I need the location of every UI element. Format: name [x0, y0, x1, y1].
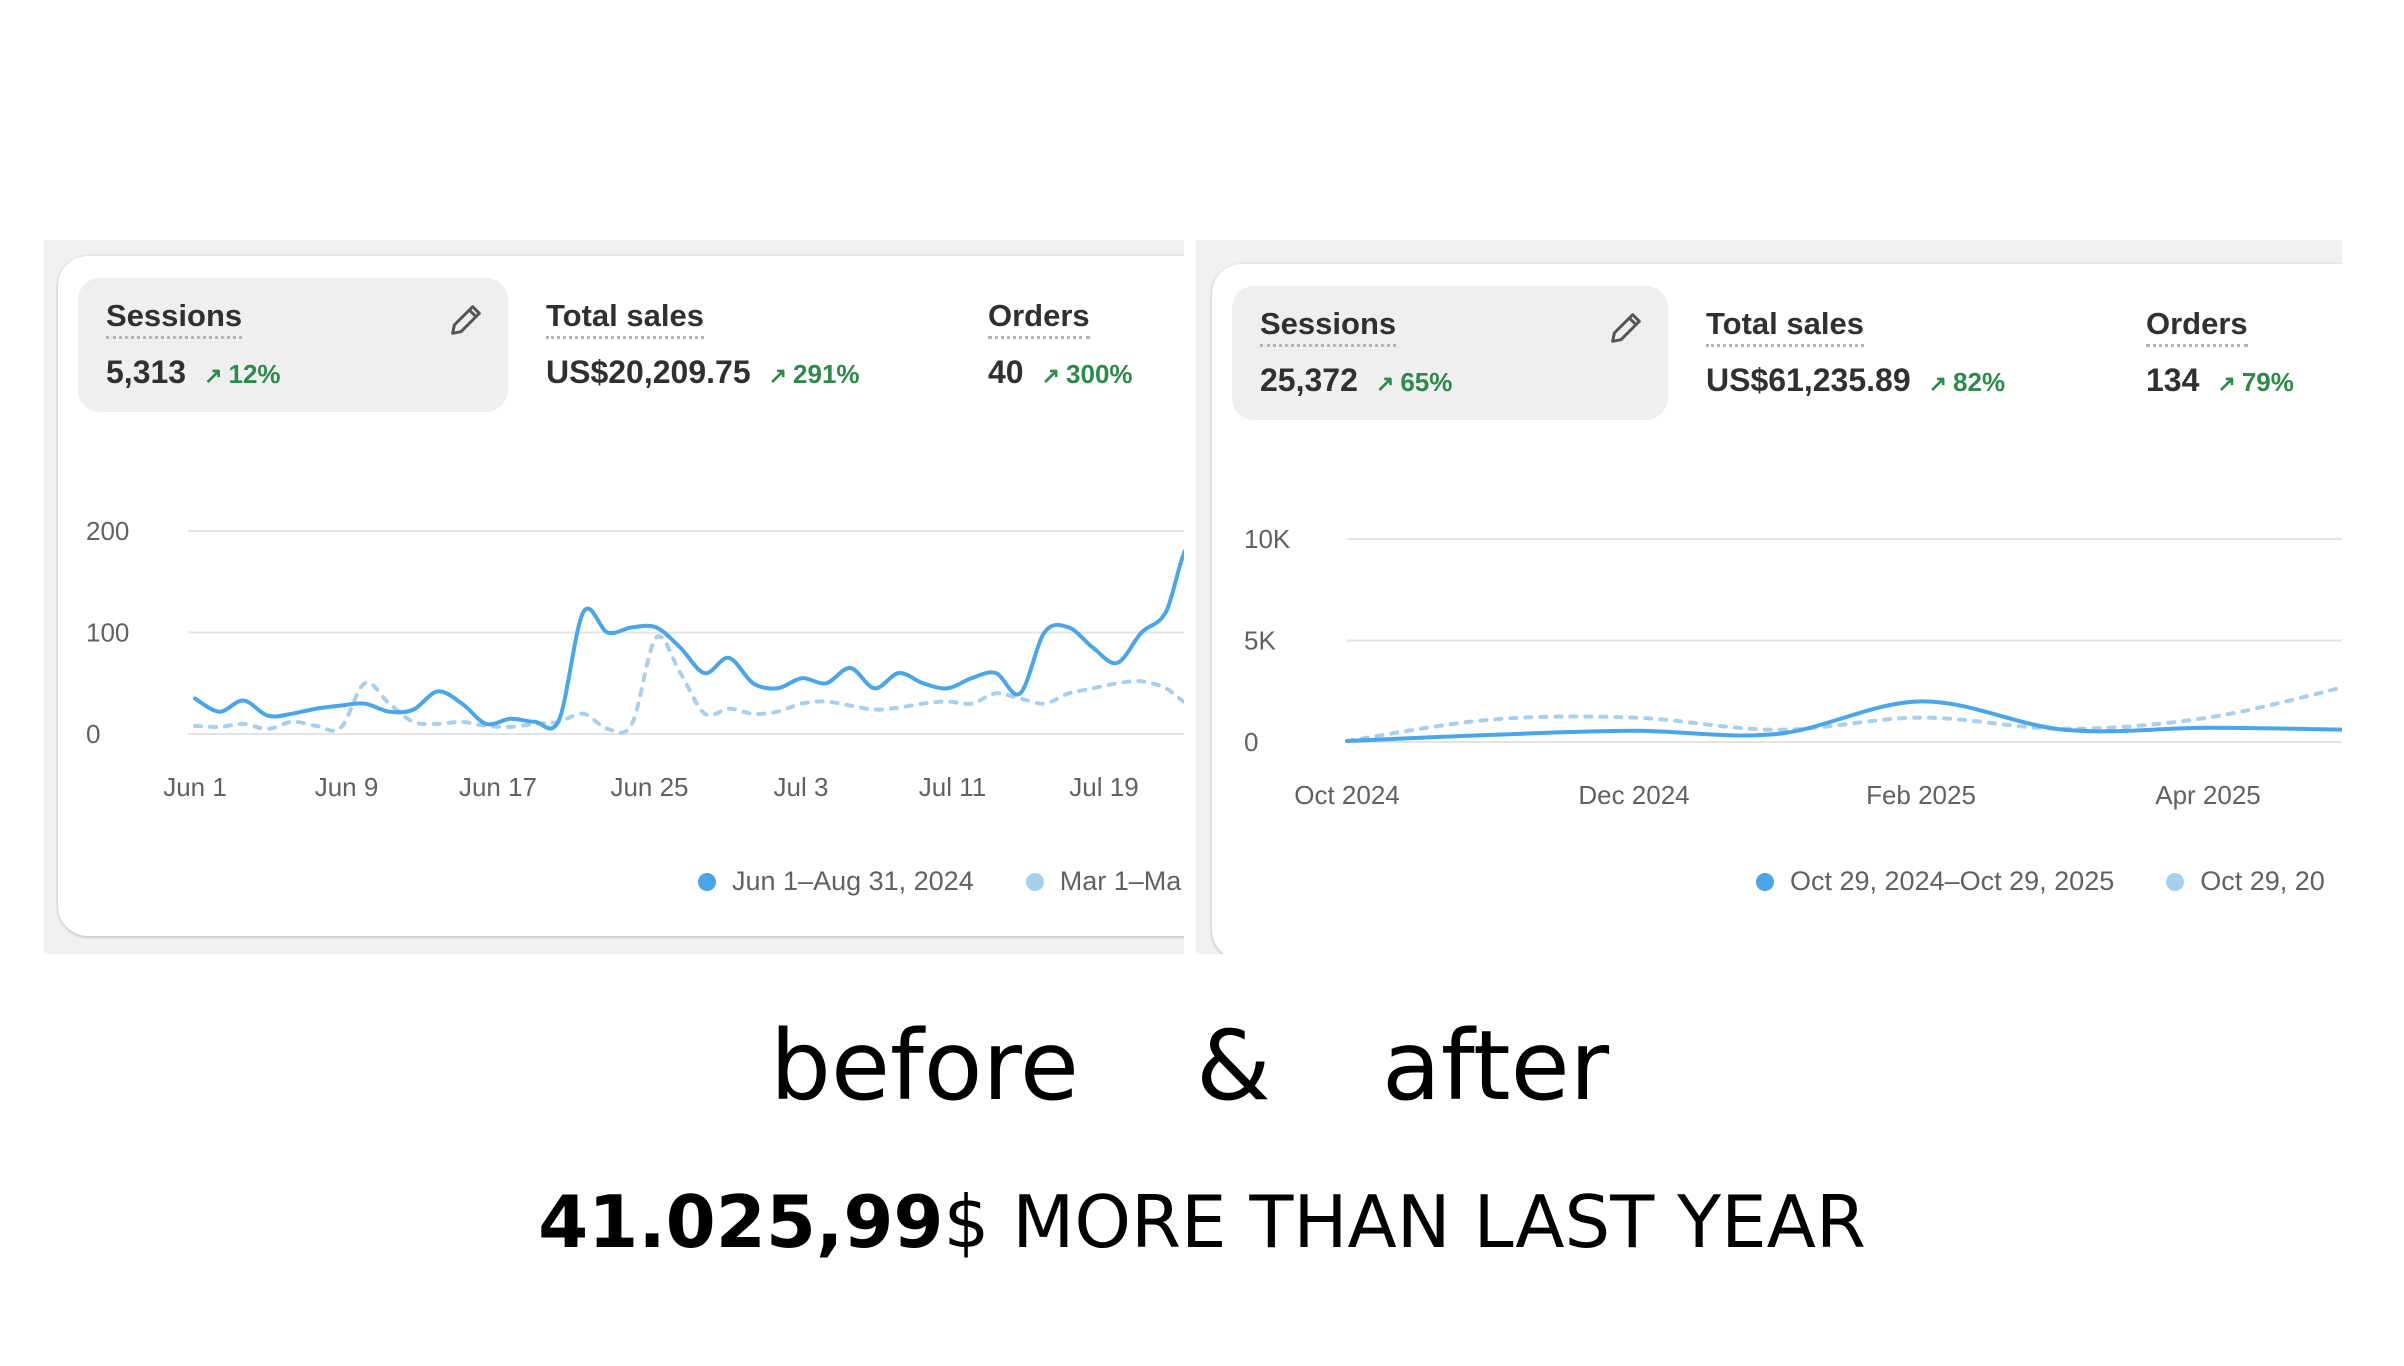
change-value: 65%	[1400, 367, 1453, 397]
arrow-up-right-icon: ↗	[204, 363, 223, 388]
x-tick-label: Oct 2024	[1294, 780, 1400, 810]
metric-change: ↗ 300%	[1042, 359, 1133, 390]
before-screenshot: Sessions 5,313 ↗ 12% Total sales US$20,20…	[44, 240, 1184, 954]
metric-total-sales[interactable]: Total sales US$20,209.75 ↗ 291%	[518, 278, 948, 412]
metric-label: Sessions	[106, 298, 243, 339]
metric-change: ↗ 79%	[2217, 367, 2293, 398]
analytics-card: Sessions 5,313 ↗ 12% Total sales US$20,20…	[58, 256, 1184, 936]
metric-value: US$20,209.75	[546, 354, 751, 390]
metric-value: 25,372	[1260, 362, 1358, 398]
y-tick-label: 0	[86, 719, 100, 749]
after-screenshot: Sessions 25,372 ↗ 65% Total sales US$61,2…	[1196, 240, 2342, 954]
y-tick-label: 200	[86, 516, 129, 546]
legend-item: Oct 29, 2024–Oct 29, 2025	[1756, 866, 2114, 897]
x-tick-label: Jun 9	[315, 772, 379, 802]
legend-label: Mar 1–Ma	[1059, 866, 1182, 896]
metric-label: Total sales	[1706, 306, 1864, 347]
headline: 41.025,99$ MORE THAN LAST YEAR	[0, 1180, 2404, 1264]
metric-label: Orders	[2146, 306, 2248, 347]
x-tick-label: Jul 11	[919, 772, 986, 802]
change-value: 300%	[1066, 359, 1133, 389]
x-tick-label: Jun 17	[459, 772, 537, 802]
pencil-icon[interactable]	[1606, 308, 1646, 348]
metric-orders[interactable]: Orders 134 ↗ 79%	[2118, 286, 2342, 420]
legend-dot-icon	[1756, 872, 1774, 891]
change-value: 291%	[793, 359, 860, 389]
metric-value: 5,313	[106, 354, 187, 390]
legend-label: Jun 1–Aug 31, 2024	[732, 866, 974, 896]
series-line-1	[1345, 685, 2342, 743]
metric-value: US$61,235.89	[1706, 362, 1911, 398]
legend-label: Oct 29, 2024–Oct 29, 2025	[1790, 866, 2115, 896]
metric-total-sales[interactable]: Total sales US$61,235.89 ↗ 82%	[1678, 286, 2108, 420]
sessions-chart-after: 0 5K 10K Oct 2024 Dec 2024 Feb 2025 Apr 2025	[1244, 524, 2342, 810]
legend-item: Jun 1–Aug 31, 2024	[698, 866, 974, 897]
pencil-icon[interactable]	[446, 300, 486, 340]
metric-value: 134	[2146, 362, 2200, 398]
change-value: 12%	[228, 359, 281, 389]
chart-legend: Jun 1–Aug 31, 2024 Mar 1–Ma	[698, 866, 1184, 897]
metric-label: Sessions	[1260, 306, 1397, 347]
y-tick-label: 5K	[1244, 626, 1276, 656]
arrow-up-right-icon: ↗	[1928, 371, 1948, 396]
metric-sessions[interactable]: Sessions 25,372 ↗ 65%	[1232, 286, 1668, 420]
caption: before & after	[0, 1010, 2404, 1130]
legend-item: Mar 1–Ma	[1025, 866, 1182, 897]
metric-orders[interactable]: Orders 40 ↗ 300%	[960, 278, 1184, 412]
y-tick-label: 10K	[1244, 524, 1291, 554]
legend-dot-icon	[1025, 872, 1044, 891]
series-line-0	[1345, 699, 2342, 743]
change-value: 82%	[1953, 367, 2006, 397]
x-tick-label: Jul 3	[774, 772, 829, 802]
metric-change: ↗ 291%	[769, 359, 860, 390]
x-tick-label: Dec 2024	[1578, 780, 1689, 810]
series-line-0	[193, 548, 1184, 731]
caption-before: before	[770, 1010, 1079, 1122]
x-tick-label: Apr 2025	[2155, 780, 2261, 810]
metric-sessions[interactable]: Sessions 5,313 ↗ 12%	[78, 278, 508, 412]
arrow-up-right-icon: ↗	[2217, 371, 2236, 396]
series-line-1	[193, 634, 1184, 735]
x-tick-label: Feb 2025	[1866, 780, 1976, 810]
y-tick-label: 100	[86, 618, 129, 648]
x-tick-label: Jul 19	[1069, 772, 1138, 802]
y-tick-label: 0	[1244, 727, 1258, 757]
legend-dot-icon	[2166, 872, 2185, 891]
change-value: 79%	[2241, 367, 2294, 397]
chart-legend: Oct 29, 2024–Oct 29, 2025 Oct 29, 20	[1756, 866, 2342, 897]
legend-label: Oct 29, 20	[2200, 866, 2325, 896]
headline-text: $ MORE THAN LAST YEAR	[943, 1180, 1866, 1264]
caption-after: after	[1382, 1010, 1610, 1122]
sessions-chart-before: 0 100 200 Jun 1 Jun 9 Jun 17 Jun 25 Jul 3 Jul 11…	[86, 516, 1184, 802]
arrow-up-right-icon: ↗	[1375, 371, 1395, 396]
headline-amount: 41.025,99	[538, 1180, 944, 1264]
caption-ampersand: &	[1196, 1010, 1271, 1122]
metric-label: Total sales	[546, 298, 704, 339]
metric-change: ↗ 65%	[1376, 367, 1452, 398]
legend-dot-icon	[698, 872, 716, 891]
x-tick-label: Jun 1	[163, 772, 227, 802]
metric-change: ↗ 82%	[1929, 367, 2005, 398]
arrow-up-right-icon: ↗	[768, 363, 788, 388]
metric-value: 40	[988, 354, 1024, 390]
x-tick-label: Jun 25	[610, 772, 688, 802]
analytics-card: Sessions 25,372 ↗ 65% Total sales US$61,2…	[1212, 264, 2342, 954]
arrow-up-right-icon: ↗	[1041, 363, 1061, 388]
metric-label: Orders	[988, 298, 1090, 339]
legend-item: Oct 29, 20	[2166, 866, 2325, 897]
metric-change: ↗ 12%	[204, 359, 280, 390]
